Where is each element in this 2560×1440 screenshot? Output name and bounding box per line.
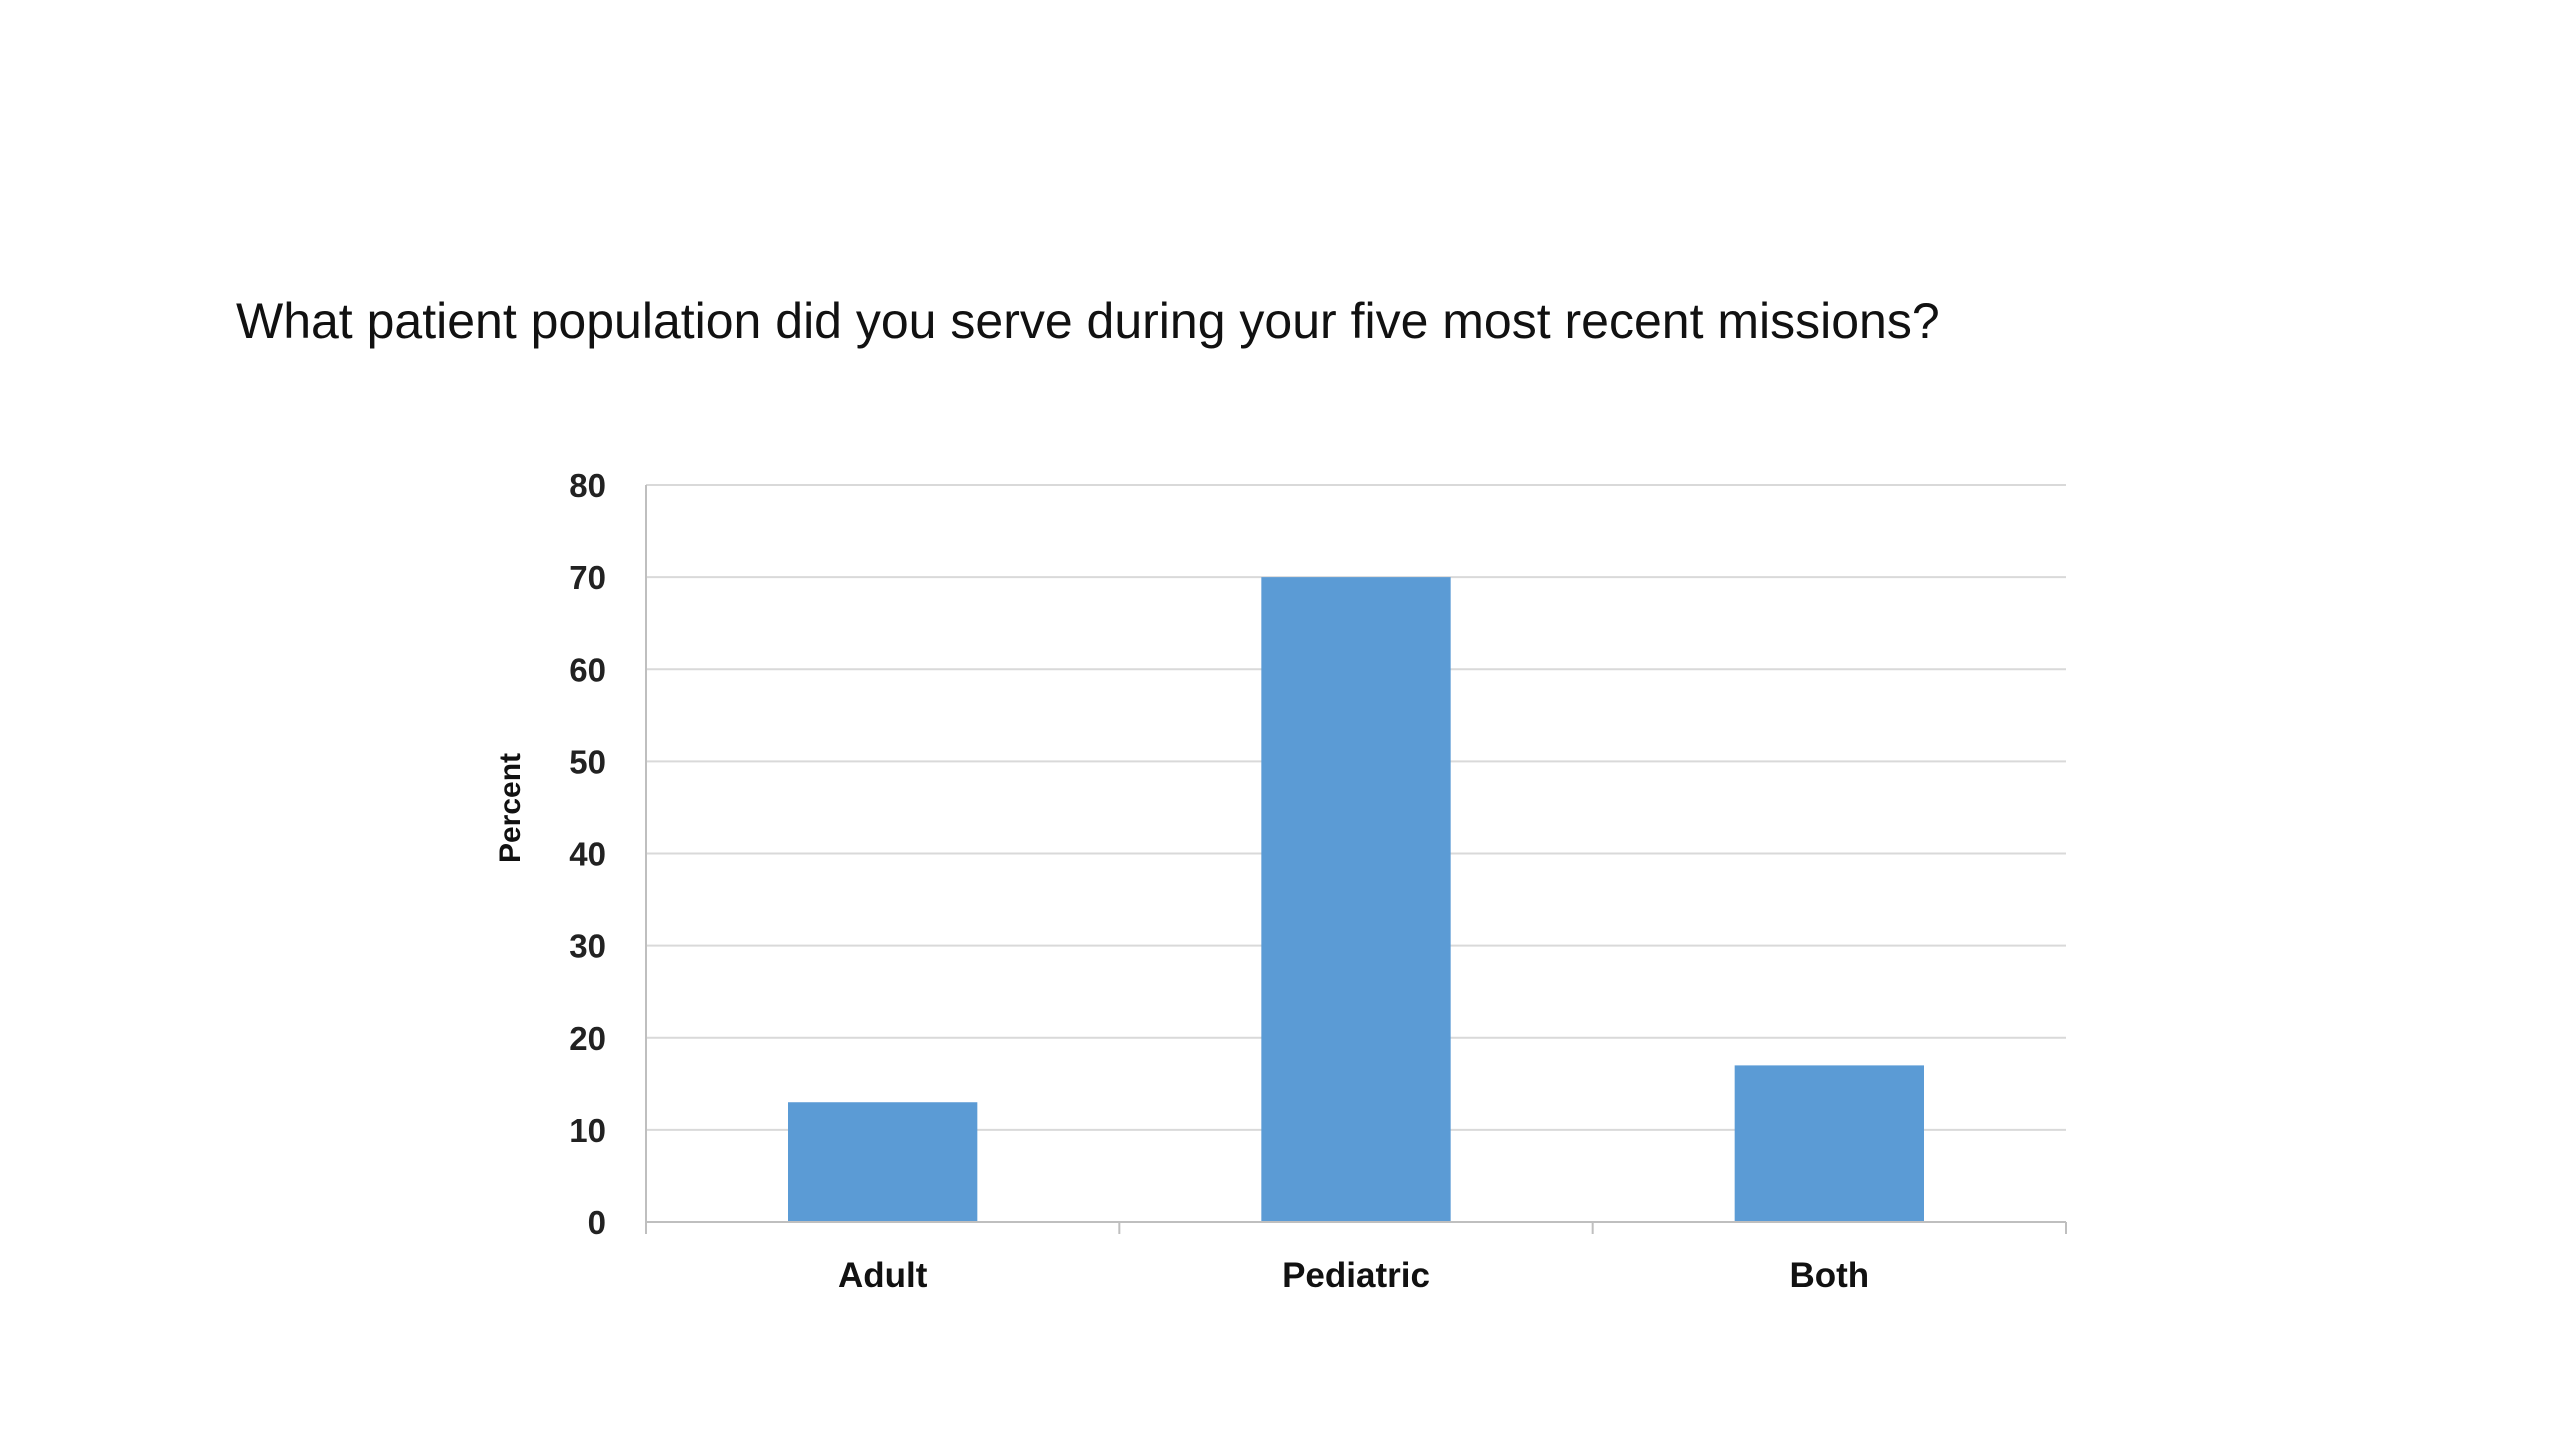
bar-pediatric <box>1261 577 1451 1222</box>
slide-title: What patient population did you serve du… <box>236 293 1940 349</box>
y-tick-label: 50 <box>569 743 606 780</box>
y-tick-labels: 0 10 20 30 40 50 60 70 80 <box>569 467 606 1241</box>
y-tick-label: 80 <box>569 467 606 504</box>
y-tick-label: 0 <box>588 1204 606 1241</box>
y-tick-label: 40 <box>569 836 606 873</box>
y-tick-label: 30 <box>569 928 606 965</box>
x-category-label: Pediatric <box>1282 1256 1430 1295</box>
bars <box>788 577 1924 1222</box>
y-tick-label: 70 <box>569 559 606 596</box>
x-category-labels: Adult Pediatric Both <box>838 1256 1869 1295</box>
y-tick-label: 20 <box>569 1020 606 1057</box>
y-tick-label: 60 <box>569 651 606 688</box>
x-category-label: Adult <box>838 1256 928 1295</box>
bar-adult <box>788 1102 978 1222</box>
bar-both <box>1734 1065 1924 1222</box>
y-axis-title: Percent <box>494 753 527 863</box>
y-tick-label: 10 <box>569 1112 606 1149</box>
x-category-label: Both <box>1789 1256 1869 1295</box>
axes <box>645 485 2067 1234</box>
